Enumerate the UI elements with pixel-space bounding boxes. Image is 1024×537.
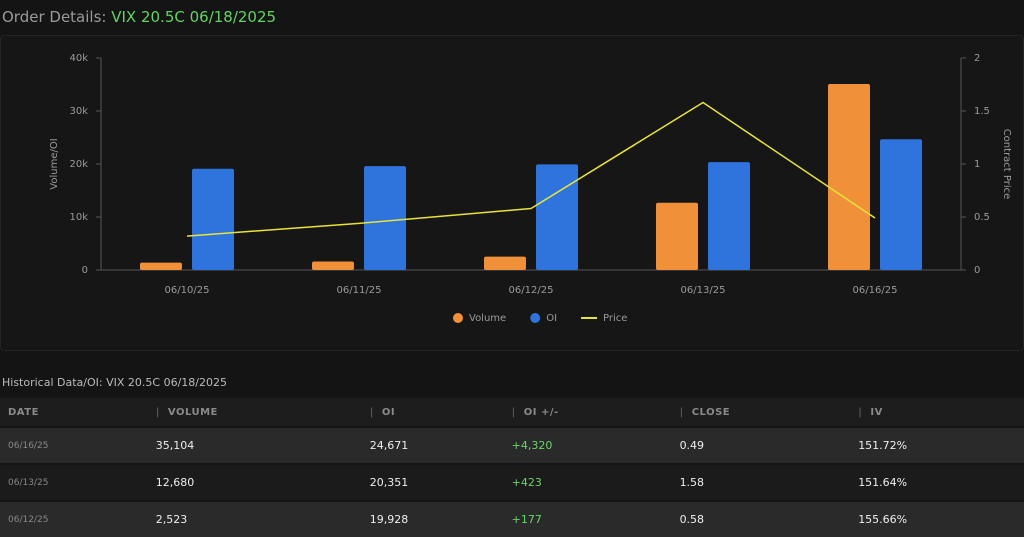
y2-tick-label: 0 — [974, 265, 980, 276]
y2-axis-label: Contract Price — [1001, 129, 1012, 200]
y-axis-label: Volume/OI — [49, 138, 60, 189]
legend-label: Price — [603, 313, 627, 324]
column-separator: | — [858, 406, 863, 418]
header-text: CLOSE — [691, 406, 731, 418]
history-table: DATE | VOLUME | OI | OI +/- | CLOSE | IV 06/16/25 35… — [0, 398, 1024, 537]
table-row: 06/16/25 35,104 24,671 +4,320 0.49 151.72% — [0, 426, 1024, 464]
bar — [364, 166, 406, 270]
table-row: 06/12/25 2,523 19,928 +177 0.58 155.66% — [0, 500, 1024, 537]
table-cell: 19,928 — [361, 500, 504, 537]
table-cell: 35,104 — [147, 426, 362, 464]
bar — [312, 261, 354, 270]
x-tick-label: 06/11/25 — [337, 285, 382, 296]
table-title: Historical Data/OI: VIX 20.5C 06/18/2025 — [2, 376, 227, 389]
bar — [708, 162, 750, 270]
y2-tick-label: 0.5 — [974, 212, 990, 223]
table-cell: +4,320 — [503, 426, 672, 464]
bar — [192, 168, 234, 270]
x-tick-label: 06/10/25 — [165, 285, 210, 296]
column-header: | CLOSE — [671, 398, 851, 427]
table-cell: +177 — [503, 500, 672, 537]
header-text: OI — [381, 406, 396, 418]
column-header: | OI +/- — [503, 398, 672, 427]
y2-tick-label: 1.5 — [974, 106, 990, 117]
bar — [656, 202, 698, 270]
bar — [828, 83, 870, 271]
y2-tick-label: 1 — [974, 159, 980, 170]
column-separator: | — [369, 406, 374, 418]
header-text: OI +/- — [523, 406, 559, 418]
table-cell: 151.72% — [850, 426, 1024, 464]
table-cell: +423 — [503, 463, 672, 501]
column-separator: | — [511, 406, 516, 418]
page-title: Order Details: VIX 20.5C 06/18/2025 — [2, 8, 276, 26]
bar — [140, 262, 182, 270]
table-cell: 06/12/25 — [0, 500, 148, 537]
column-header: DATE — [0, 398, 148, 427]
table-cell: 06/13/25 — [0, 463, 148, 501]
bar — [880, 139, 922, 270]
table-cell: 151.64% — [850, 463, 1024, 501]
table-row: 06/13/25 12,680 20,351 +423 1.58 151.64% — [0, 463, 1024, 501]
legend-swatch — [453, 313, 463, 323]
y-tick-label: 30k — [69, 106, 88, 117]
x-tick-label: 06/12/25 — [509, 285, 554, 296]
legend-label: Volume — [469, 313, 506, 324]
x-tick-label: 06/16/25 — [853, 285, 898, 296]
column-header: | VOLUME — [147, 398, 362, 427]
chart: 0 10k 20k 30k 40k 0 0.5 1 1.5 2 Volume/OI Contract … — [49, 53, 1012, 324]
y-tick-label: 10k — [69, 212, 88, 223]
header-text: VOLUME — [167, 406, 218, 418]
title-label: Order Details: — [2, 8, 107, 26]
table-cell: 0.58 — [671, 500, 851, 537]
bar — [484, 256, 526, 270]
title-symbol: VIX 20.5C 06/18/2025 — [111, 8, 277, 26]
table-cell: 0.49 — [671, 426, 851, 464]
table-cell: 06/16/25 — [0, 426, 148, 464]
header-text: DATE — [8, 406, 39, 418]
price-line — [186, 101, 876, 237]
table-cell: 20,351 — [361, 463, 504, 501]
y-tick-label: 40k — [69, 53, 88, 64]
column-header: | OI — [361, 398, 504, 427]
bar — [536, 164, 578, 270]
header-row: DATE | VOLUME | OI | OI +/- | CLOSE | IV — [0, 398, 1024, 427]
table-cell: 2,523 — [147, 500, 362, 537]
legend-label: OI — [546, 313, 557, 324]
legend-swatch — [530, 313, 541, 323]
x-tick-label: 06/13/25 — [681, 285, 726, 296]
column-separator: | — [155, 406, 160, 418]
y-tick-label: 0 — [82, 265, 88, 276]
table-cell: 155.66% — [850, 500, 1024, 537]
header-text: IV — [870, 406, 883, 418]
column-header: | IV — [850, 398, 1024, 427]
table-cell: 24,671 — [361, 426, 504, 464]
column-separator: | — [679, 406, 684, 418]
table-cell: 1.58 — [671, 463, 851, 501]
y-tick-label: 20k — [69, 159, 88, 170]
table-cell: 12,680 — [147, 463, 362, 501]
y2-tick-label: 2 — [974, 53, 980, 64]
